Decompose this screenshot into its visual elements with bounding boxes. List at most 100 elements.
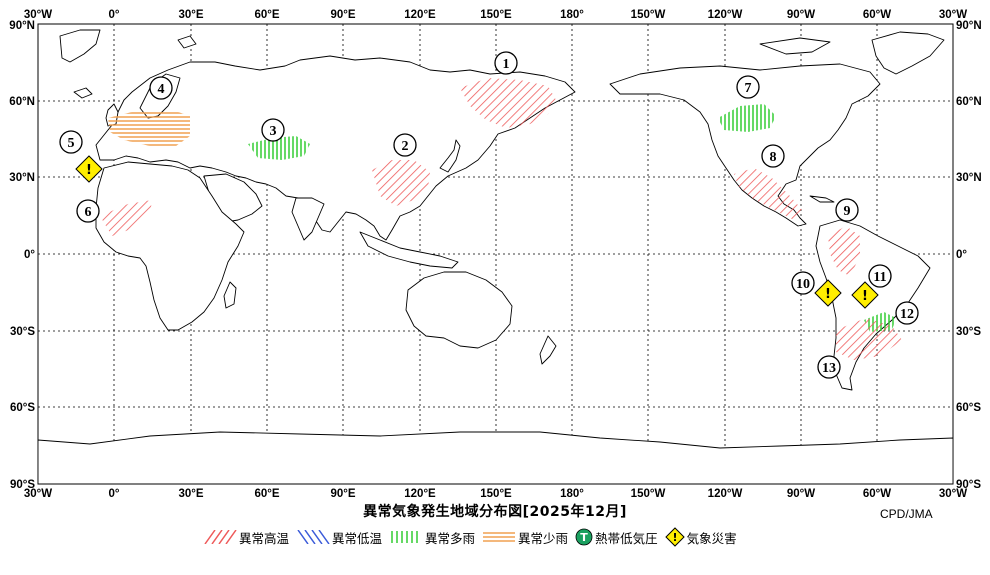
region-marker-4-label: 4 [158, 82, 165, 97]
lon-label-bottom: 180° [560, 488, 584, 500]
legend-label-warm: 異常高温 [239, 530, 290, 546]
lon-label-top: 120°E [404, 9, 436, 21]
lat-label-right: 0° [956, 249, 967, 261]
region-marker-13 [817, 355, 841, 379]
lon-label-bottom: 60°E [254, 488, 279, 500]
lon-label-bottom: 120°W [708, 488, 743, 500]
legend-item-cold: 異常低温 [296, 528, 382, 547]
lat-label-left: 90°S [10, 479, 35, 491]
lon-label-top: 30°W [939, 9, 967, 21]
anomaly-area-7-wet [718, 104, 776, 132]
region-marker-10-label: 10 [796, 277, 810, 292]
warning-diamond-icon [851, 281, 879, 309]
lon-label-top: 60°W [863, 9, 891, 21]
region-marker-9 [835, 198, 859, 222]
region-marker-1 [494, 51, 518, 75]
lat-label-right: 90°N [956, 20, 982, 32]
region-marker-12 [895, 301, 919, 325]
lon-label-top: 30°W [24, 9, 52, 21]
landmass-greenland-east [871, 31, 945, 75]
landmass-newzealand [539, 335, 557, 365]
region-marker-6-label: 6 [85, 205, 92, 220]
lat-label-left: 0° [24, 249, 35, 261]
anomaly-area-13-warm [836, 318, 902, 360]
lat-label-right: 90°S [956, 479, 981, 491]
landmass-australia [405, 271, 513, 349]
disaster-marker-5: ! [75, 155, 103, 183]
legend-item-disaster: ! 気象災害 [664, 527, 737, 547]
lat-label-right: 60°S [956, 402, 981, 414]
region-marker-7 [736, 75, 760, 99]
anomaly-area-1-warm [460, 78, 556, 128]
lat-label-left: 90°N [9, 20, 35, 32]
legend-label-wet: 異常多雨 [425, 530, 476, 546]
warning-diamond-icon [75, 155, 103, 183]
axis-labels: 30°W 0° 30°E 60°E 90°E 120°E 150°E 180° … [9, 9, 981, 500]
landmass-svalbard [177, 35, 197, 49]
region-marker-labels: 1 2 3 4 5 6 7 8 9 10 11 12 13 [68, 57, 915, 376]
region-marker-6 [76, 199, 100, 223]
region-marker-5-label: 5 [68, 136, 75, 151]
cold-hatch-icon [297, 530, 330, 544]
lat-label-right: 30°N [956, 172, 982, 184]
region-marker-8 [761, 144, 785, 168]
lon-label-bottom: 120°E [404, 488, 436, 500]
region-marker-2 [393, 133, 417, 157]
anomaly-area-3-wet [248, 136, 310, 160]
anomaly-area-9-warm [828, 226, 860, 276]
world-map: 1 2 3 4 5 6 7 8 9 10 11 12 13 ! ! ! 30°W… [9, 9, 981, 500]
landmass-cuba [809, 195, 835, 203]
region-marker-8-label: 8 [770, 150, 777, 165]
dry-hatch-icon [483, 532, 516, 542]
region-marker-13-label: 13 [822, 361, 836, 376]
anomaly-area-8-warm [734, 168, 804, 220]
landmass-arctic-islands [759, 37, 831, 55]
anomaly-area-2-warm [372, 160, 430, 206]
warning-diamond-icon [814, 279, 842, 307]
region-marker-4 [149, 76, 173, 100]
region-markers [59, 51, 919, 379]
lon-label-bottom: 150°E [480, 488, 512, 500]
warning-diamond-symbol: ! [862, 289, 868, 304]
lon-label-top: 60°E [254, 9, 279, 21]
landmass-india [291, 197, 325, 241]
region-marker-5 [59, 130, 83, 154]
credit-text: CPD/JMA [880, 507, 933, 521]
lon-label-bottom: 0° [109, 488, 120, 500]
legend-label-cold: 異常低温 [332, 530, 383, 546]
warning-diamond-symbol: ! [825, 287, 831, 302]
region-marker-12-label: 12 [900, 307, 914, 322]
disaster-marker-10: ! [814, 279, 842, 307]
anomaly-area-6-warm [100, 200, 152, 236]
tropical-cyclone-symbol: T [580, 531, 588, 544]
lat-label-left: 30°N [9, 172, 35, 184]
lat-label-right: 30°S [956, 326, 981, 338]
lat-label-left: 30°S [10, 326, 35, 338]
region-marker-2-label: 2 [402, 139, 409, 154]
wet-hatch-icon [391, 531, 418, 543]
landmass-japan [439, 139, 461, 173]
lon-label-top: 30°E [178, 9, 203, 21]
region-marker-10 [791, 271, 815, 295]
legend-item-wet: 異常多雨 [389, 528, 475, 547]
disaster-markers: ! ! ! [75, 155, 879, 309]
warning-diamond-icon: ! [664, 527, 685, 547]
lon-label-top: 120°W [708, 9, 743, 21]
lon-label-bottom: 30°W [24, 488, 52, 500]
lon-label-bottom: 90°W [787, 488, 815, 500]
anomaly-area-4-dry [108, 110, 190, 146]
lon-label-bottom: 60°W [863, 488, 891, 500]
lon-label-bottom: 150°W [631, 488, 666, 500]
anomaly-areas [100, 78, 902, 360]
lon-label-bottom: 90°E [330, 488, 355, 500]
legend-label-disaster: 気象災害 [686, 530, 737, 546]
lon-label-top: 90°E [330, 9, 355, 21]
region-marker-3-label: 3 [270, 124, 277, 139]
landmass-indonesia [359, 231, 459, 269]
lat-label-left: 60°N [9, 96, 35, 108]
warning-diamond-symbol: ! [86, 163, 92, 178]
region-marker-7-label: 7 [745, 81, 752, 96]
region-marker-11-label: 11 [873, 270, 886, 285]
region-marker-11 [868, 264, 892, 288]
lon-label-bottom: 30°E [178, 488, 203, 500]
